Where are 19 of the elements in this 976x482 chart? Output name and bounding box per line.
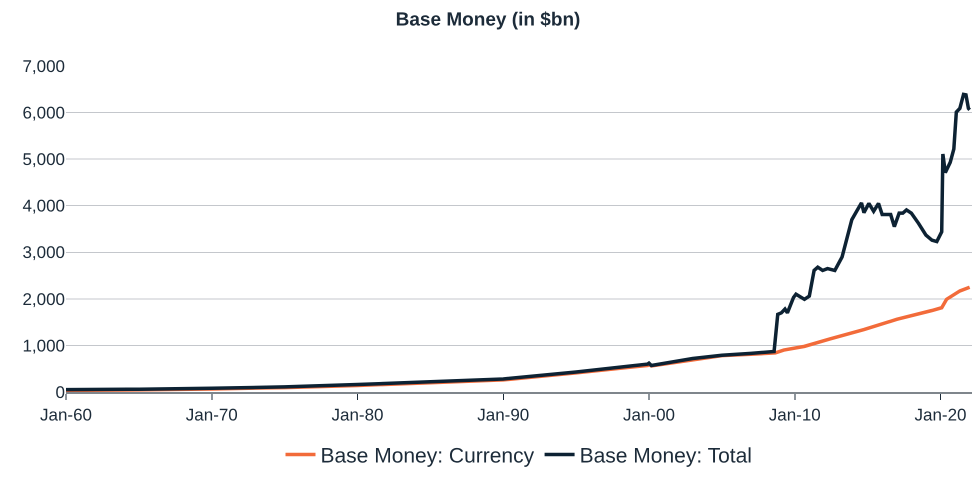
chart-title: Base Money (in $bn) (396, 9, 580, 30)
x-tick-label: Jan-70 (186, 405, 238, 424)
y-tick-label: 4,000 (22, 196, 65, 216)
y-tick-label: 7,000 (22, 56, 65, 76)
y-tick-label: 2,000 (22, 290, 65, 309)
line-series (66, 92, 972, 392)
x-tick-label: Jan-10 (768, 405, 821, 424)
y-tick-label: 6,000 (22, 104, 65, 123)
legend-label: Base Money: Currency (320, 444, 535, 468)
x-tick-label: Jan-00 (622, 405, 675, 424)
x-tick-label: Jan-90 (477, 405, 530, 424)
y-tick-label: 0 (56, 382, 65, 402)
x-tick-label: Jan-80 (332, 405, 384, 424)
y-tick-label: 5,000 (22, 150, 65, 170)
legend-label: Base Money: Total (580, 444, 752, 468)
y-tick-label: 1,000 (22, 336, 65, 356)
x-tick-label: Jan-20 (914, 405, 966, 424)
y-tick-label: 3,000 (22, 243, 65, 262)
x-tick-label: Jan-60 (40, 405, 92, 424)
